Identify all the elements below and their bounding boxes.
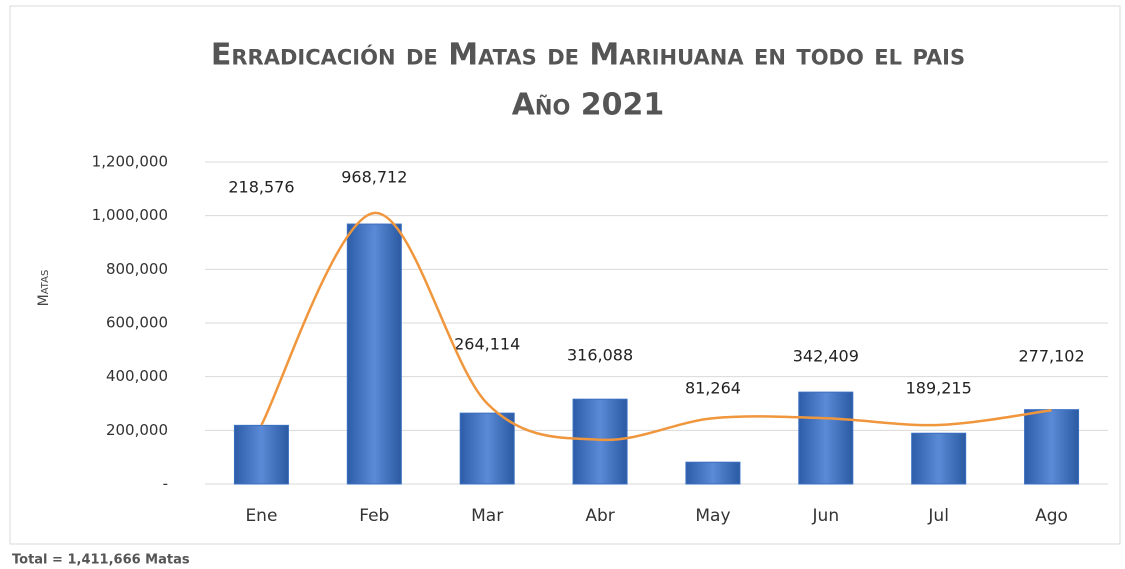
y-tick-label: 400,000: [106, 367, 168, 385]
bar: [798, 391, 854, 485]
trend-line: [260, 211, 1052, 442]
x-tick-label: Jun: [812, 506, 840, 526]
footnote: Total = 1,411,666 Matas: [12, 553, 190, 568]
data-label: 968,712: [341, 168, 407, 187]
data-label: 218,576: [228, 178, 294, 197]
bar: [346, 223, 402, 485]
data-label: 277,102: [1018, 347, 1084, 366]
bar: [685, 461, 741, 485]
data-label: 316,088: [567, 346, 633, 365]
data-label: 81,264: [685, 379, 741, 398]
x-tick-label: Jul: [927, 506, 949, 526]
x-tick-label: Ene: [245, 506, 277, 526]
bar: [572, 398, 628, 485]
y-tick-label: 1,200,000: [92, 153, 168, 171]
y-tick-label: 800,000: [106, 260, 168, 278]
y-tick-label: 600,000: [106, 314, 168, 332]
bar: [911, 432, 967, 485]
y-axis-label: Matas: [36, 270, 52, 307]
chart-subtitle: Año 2021: [512, 88, 665, 123]
x-tick-label: Mar: [471, 506, 503, 526]
data-label: 189,215: [906, 379, 972, 398]
x-tick-label: May: [695, 506, 730, 526]
data-label: 342,409: [793, 347, 859, 366]
x-tick-label: Ago: [1035, 506, 1068, 526]
y-tick-label: 200,000: [106, 421, 168, 439]
x-tick-label: Feb: [359, 506, 389, 526]
data-label: 264,114: [454, 335, 520, 354]
y-tick-label: 1,000,000: [92, 206, 168, 224]
bar: [459, 412, 515, 485]
y-tick-label: -: [163, 475, 168, 493]
bar: [233, 424, 289, 485]
chart-title: Erradicación de Matas de Marihuana en to…: [211, 38, 965, 73]
x-tick-label: Abr: [585, 506, 614, 526]
bar: [1024, 409, 1080, 485]
